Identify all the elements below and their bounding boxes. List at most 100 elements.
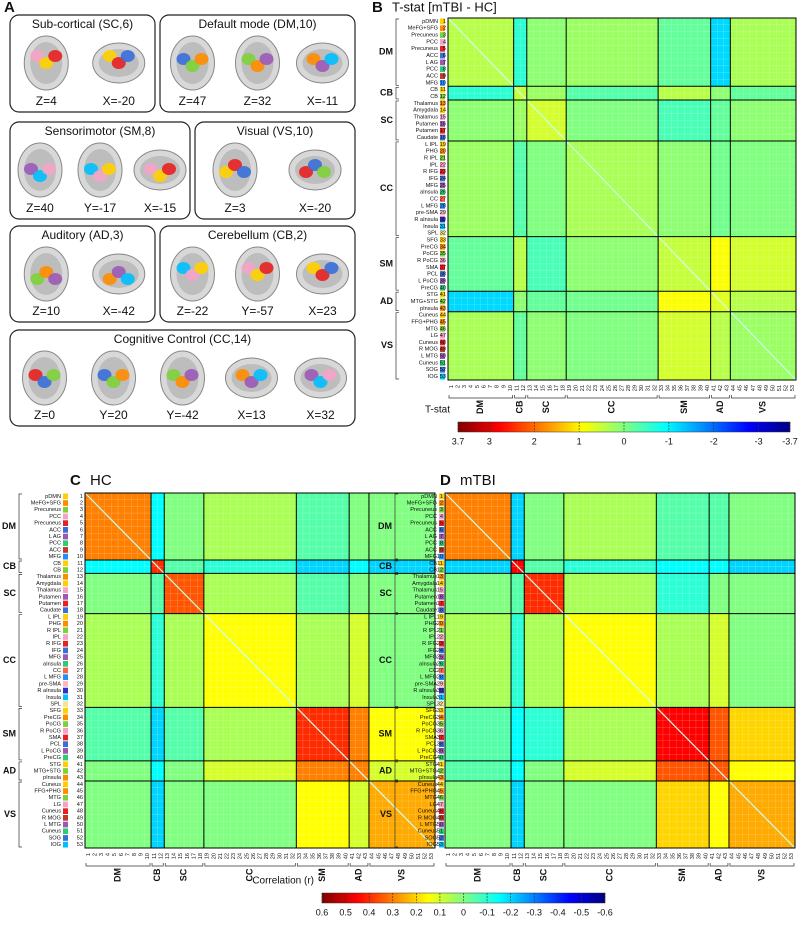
region-color bbox=[439, 540, 444, 547]
region-label: L MTG bbox=[44, 822, 61, 828]
region-number: 2 bbox=[443, 26, 446, 32]
x-network-label: SC bbox=[538, 868, 548, 881]
region-color bbox=[440, 79, 445, 86]
region-label: pDMN bbox=[421, 494, 437, 500]
column-number: 11 bbox=[152, 853, 158, 859]
region-color bbox=[440, 25, 445, 32]
region-number: 17 bbox=[77, 601, 83, 607]
activation-blob bbox=[30, 50, 45, 62]
region-color bbox=[440, 339, 445, 346]
region-number: 47 bbox=[77, 802, 83, 808]
x-network-label: SM bbox=[679, 400, 689, 414]
network-bracket bbox=[394, 560, 398, 573]
region-color bbox=[439, 607, 444, 614]
region-color bbox=[63, 506, 68, 513]
region-label: Thalamus bbox=[412, 588, 437, 594]
activation-blob bbox=[33, 170, 47, 182]
column-number: 31 bbox=[646, 385, 652, 391]
region-color bbox=[63, 587, 68, 593]
y-network-label: VS bbox=[380, 809, 392, 819]
region-number: 50 bbox=[437, 822, 443, 828]
region-color bbox=[63, 815, 68, 821]
region-number: 34 bbox=[440, 244, 446, 250]
column-number: 33 bbox=[657, 853, 663, 859]
network-bracket bbox=[394, 574, 398, 613]
region-number: 17 bbox=[437, 601, 443, 607]
region-number: 21 bbox=[440, 156, 446, 162]
slice-label: X=-42 bbox=[103, 304, 136, 318]
region-color bbox=[439, 560, 444, 567]
column-number: 48 bbox=[757, 385, 763, 391]
column-number: 14 bbox=[534, 385, 540, 391]
region-label: L PoCG bbox=[41, 748, 61, 754]
activation-blob bbox=[106, 376, 121, 388]
network-bracket bbox=[524, 863, 564, 867]
column-number: 16 bbox=[547, 385, 553, 391]
region-color bbox=[439, 567, 444, 573]
region-number: 21 bbox=[437, 628, 443, 634]
column-number: 50 bbox=[769, 853, 775, 859]
slice-label: Y=-57 bbox=[241, 304, 274, 318]
column-number: 9 bbox=[139, 853, 145, 856]
region-label: Cuneus bbox=[42, 829, 61, 835]
region-color bbox=[440, 175, 445, 182]
column-number: 25 bbox=[606, 385, 612, 391]
column-number: 44 bbox=[370, 853, 376, 859]
region-label: L IPL bbox=[424, 614, 437, 620]
network-bracket bbox=[709, 863, 729, 867]
activation-blob bbox=[315, 269, 330, 281]
region-label: pInsula bbox=[43, 775, 62, 781]
x-network-label: AD bbox=[715, 400, 725, 413]
column-number: 32 bbox=[652, 385, 658, 391]
region-number: 50 bbox=[77, 822, 83, 828]
region-color bbox=[439, 627, 444, 634]
region-label: R PoCG bbox=[417, 258, 438, 264]
column-number: 52 bbox=[784, 385, 790, 391]
activation-blob bbox=[120, 50, 135, 62]
colorbar-label: T-stat bbox=[425, 405, 450, 416]
activation-blob bbox=[304, 369, 319, 381]
y-network-label: SM bbox=[379, 729, 393, 739]
region-color bbox=[440, 291, 445, 298]
region-label: PCL bbox=[427, 272, 438, 278]
brain-slice bbox=[17, 142, 63, 198]
slice-label: Y=-17 bbox=[84, 201, 117, 215]
region-number: 49 bbox=[77, 815, 83, 821]
activation-blob bbox=[175, 376, 190, 388]
region-color bbox=[439, 681, 444, 687]
column-number: 34 bbox=[665, 385, 671, 391]
y-network-label: SC bbox=[379, 588, 392, 598]
region-color bbox=[63, 828, 68, 835]
region-label: PreCG bbox=[420, 755, 437, 761]
region-color bbox=[63, 754, 68, 761]
region-number: 40 bbox=[77, 755, 83, 761]
region-number: 52 bbox=[440, 367, 446, 373]
region-color bbox=[63, 520, 68, 526]
network-bracket bbox=[729, 863, 795, 867]
region-number: 24 bbox=[440, 176, 446, 182]
column-number: 49 bbox=[764, 385, 770, 391]
region-label: ACC bbox=[49, 527, 61, 533]
region-label: Putamen bbox=[39, 594, 61, 600]
region-color bbox=[63, 526, 68, 533]
network-title: Visual (VS,10) bbox=[237, 124, 313, 138]
activation-blob bbox=[28, 369, 43, 381]
region-color bbox=[440, 202, 445, 209]
region-label: ACC bbox=[426, 53, 438, 59]
region-color bbox=[439, 513, 444, 520]
column-number: 24 bbox=[600, 385, 606, 391]
column-number: 32 bbox=[291, 853, 297, 859]
column-number: 20 bbox=[574, 385, 580, 391]
activation-blob bbox=[176, 53, 191, 65]
region-color bbox=[439, 734, 444, 741]
column-number: 28 bbox=[626, 385, 632, 391]
region-number: 46 bbox=[77, 795, 83, 801]
region-color bbox=[63, 627, 68, 634]
region-label: PCC bbox=[425, 541, 437, 547]
y-network-label: AD bbox=[380, 296, 393, 306]
region-label: IFG bbox=[428, 648, 437, 654]
network-bracket bbox=[85, 863, 151, 867]
region-label: IFG bbox=[429, 176, 438, 182]
region-number: 27 bbox=[77, 668, 83, 674]
column-number: 10 bbox=[145, 853, 151, 859]
